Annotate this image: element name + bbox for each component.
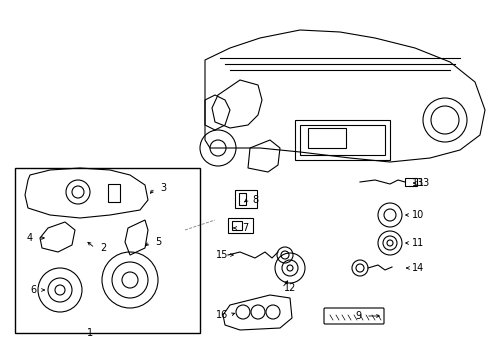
- Text: 13: 13: [411, 178, 423, 188]
- Text: 10: 10: [411, 210, 423, 220]
- Bar: [294, 120, 389, 160]
- Text: 3: 3: [160, 183, 166, 193]
- Text: 2: 2: [100, 243, 106, 253]
- Text: 9: 9: [354, 311, 360, 321]
- Bar: [108, 184, 120, 202]
- Text: 12: 12: [283, 283, 296, 293]
- Text: 1: 1: [87, 328, 93, 338]
- Bar: [231, 221, 242, 230]
- Text: 7: 7: [242, 223, 247, 233]
- Text: 6: 6: [30, 285, 36, 295]
- Bar: [299, 125, 384, 155]
- Bar: [235, 190, 257, 208]
- Bar: [227, 218, 252, 233]
- Bar: [404, 178, 416, 186]
- Text: 5: 5: [155, 237, 161, 247]
- Text: 8: 8: [251, 195, 258, 205]
- Text: 16: 16: [215, 310, 228, 320]
- Bar: [239, 193, 245, 205]
- Bar: [15, 168, 200, 333]
- Text: 13: 13: [417, 178, 429, 188]
- Text: 15: 15: [215, 250, 228, 260]
- Bar: [307, 128, 346, 148]
- Text: 14: 14: [411, 263, 423, 273]
- Text: 11: 11: [411, 238, 423, 248]
- Text: 4: 4: [27, 233, 33, 243]
